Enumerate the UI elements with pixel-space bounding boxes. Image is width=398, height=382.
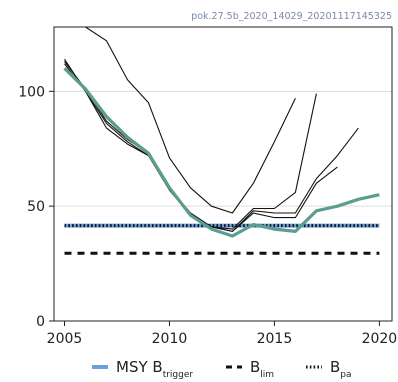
legend-item-bpa: Bpa [306, 358, 352, 380]
legend-item-msy-btrigger: MSY Btrigger [92, 358, 193, 380]
legend-item-blim: Blim [226, 358, 274, 380]
retro-line-4 [64, 26, 296, 214]
retro-line-3 [64, 63, 317, 230]
chart-id-label: pok.27.5b_2020_14029_20201117145325 [191, 11, 392, 22]
retro-line-2 [64, 58, 338, 232]
x-tick-label-2010: 2010 [152, 331, 188, 347]
x-tick-label-2005: 2005 [47, 331, 83, 347]
current-assessment-series [63, 67, 380, 238]
reference-lines [64, 223, 380, 255]
legend-item-blim-label: Blim [250, 358, 274, 380]
legend-item-msy-btrigger-label: MSY Btrigger [116, 358, 193, 380]
retrospective-series [64, 26, 359, 232]
plot-frame [53, 26, 393, 322]
legend-item-bpa-label: Bpa [330, 358, 352, 380]
axis-ticks: 2005 2010 2015 2020 0 50 100 [18, 84, 397, 347]
y-tick-label-50: 50 [27, 199, 45, 215]
y-tick-label-100: 100 [18, 84, 45, 100]
gridlines [54, 90, 392, 207]
y-tick-label-0: 0 [36, 314, 45, 330]
legend: MSY Btrigger Blim Bpa [92, 358, 352, 380]
current-assessment-line [63, 67, 380, 238]
x-tick-label-2020: 2020 [362, 331, 398, 347]
x-tick-label-2015: 2015 [257, 331, 293, 347]
